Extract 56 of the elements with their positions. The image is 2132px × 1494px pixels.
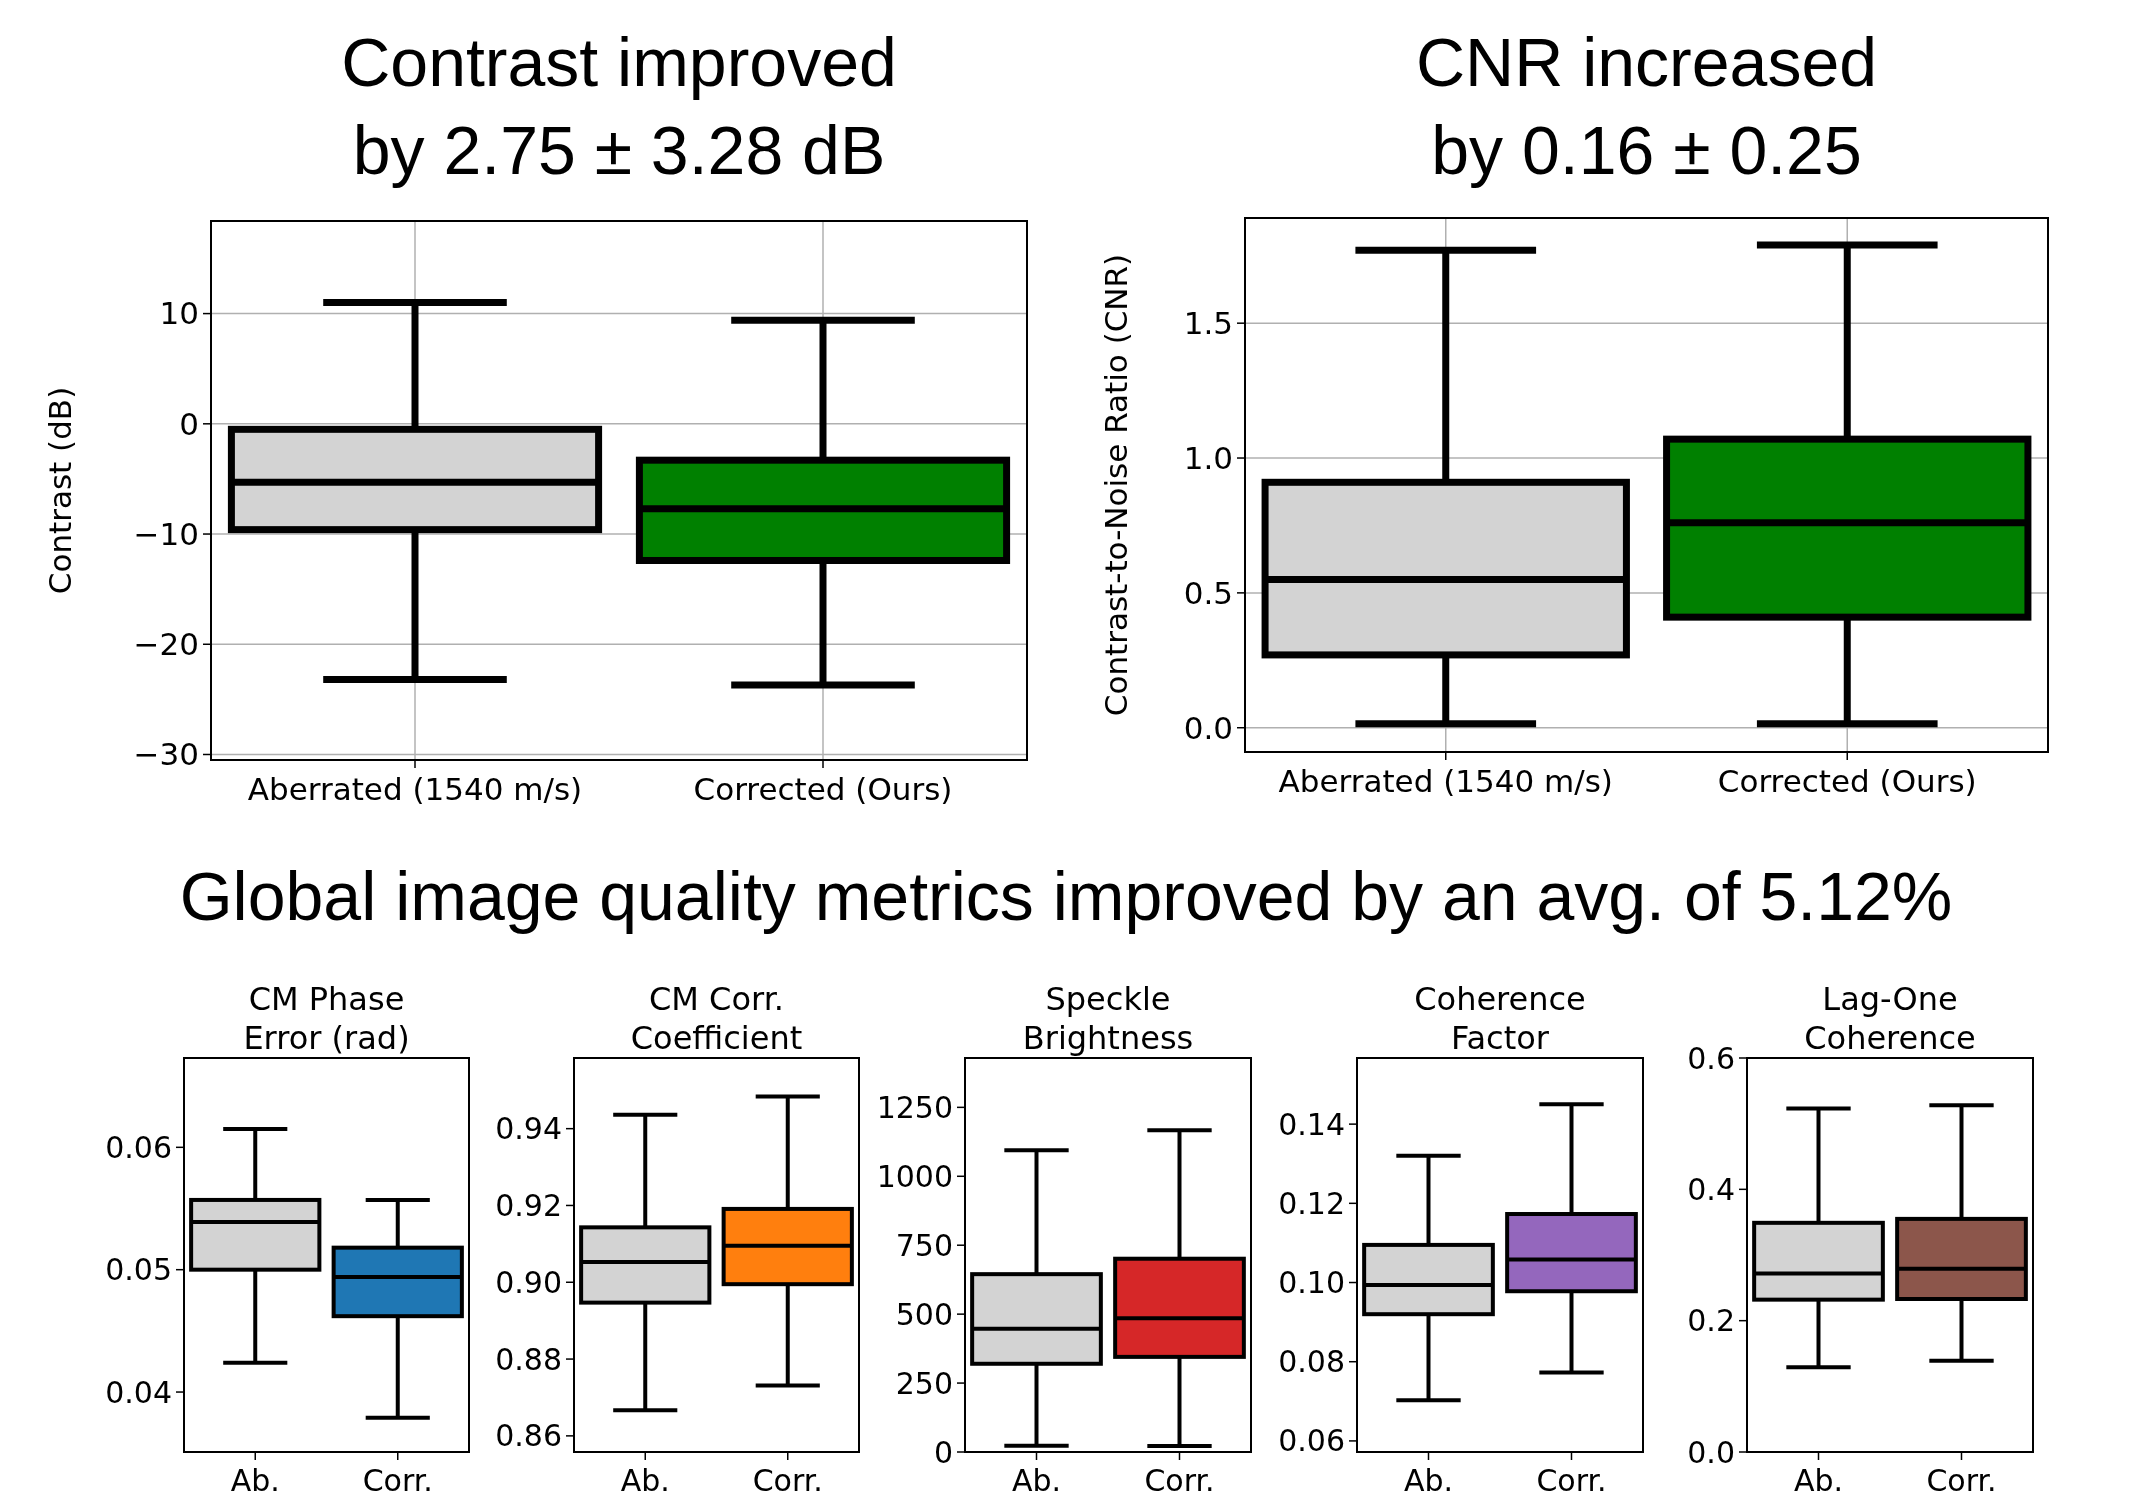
chart-title: Coherence Factor <box>1414 980 1586 1057</box>
y-tick-label: 1.5 <box>1183 305 1233 342</box>
y-tick-label: 0 <box>933 1434 953 1470</box>
y-tick-label: 0.92 <box>495 1187 562 1223</box>
y-tick-label: 1000 <box>876 1158 953 1194</box>
x-tick-label: Corr. <box>1926 1463 1997 1494</box>
x-tick-label: Corr. <box>362 1463 433 1494</box>
x-tick-label: Corr. <box>1536 1463 1607 1494</box>
y-tick-label: 0.5 <box>1183 574 1233 611</box>
y-axis-title: Contrast (dB) <box>42 386 78 595</box>
x-tick-label: Ab. <box>230 1463 280 1494</box>
y-tick-label: 750 <box>895 1227 953 1263</box>
y-tick-label: 0.94 <box>495 1111 562 1147</box>
chart-title: Speckle Brightness <box>1022 980 1194 1057</box>
x-tick-label: Ab. <box>1011 1463 1062 1494</box>
x-tick-label: Corr. <box>1144 1463 1215 1494</box>
text: Global image quality metrics improved by an avg. of 5.12% <box>179 858 1953 934</box>
x-tick-label: Ab. <box>620 1463 670 1494</box>
y-tick-label: −30 <box>133 736 199 773</box>
y-tick-label: −10 <box>133 515 199 552</box>
chart-title: CM Corr. Coefficient <box>630 980 803 1057</box>
y-tick-label: 0.88 <box>495 1341 562 1377</box>
y-tick-label: 0.14 <box>1278 1106 1345 1142</box>
y-tick-label: 0.10 <box>1278 1265 1345 1301</box>
y-tick-label: 1.0 <box>1183 439 1233 476</box>
y-tick-label: −20 <box>133 626 199 663</box>
y-tick-label: 0.06 <box>105 1129 172 1165</box>
y-tick-label: 0.4 <box>1687 1171 1735 1207</box>
x-tick-label: Corrected (Ours) <box>693 770 953 807</box>
chart-title: Lag-One Coherence <box>1804 980 1976 1057</box>
y-tick-label: 500 <box>895 1296 953 1332</box>
y-tick-label: 0.86 <box>495 1418 562 1454</box>
x-tick-label: Aberrated (1540 m/s) <box>247 770 583 807</box>
y-tick-label: 0 <box>179 405 199 442</box>
y-tick-label: 0.2 <box>1687 1303 1735 1339</box>
y-tick-label: 0.04 <box>105 1374 172 1410</box>
y-tick-label: 250 <box>895 1365 953 1401</box>
y-tick-label: 0.08 <box>1278 1344 1345 1380</box>
y-tick-label: 10 <box>159 295 199 332</box>
chart-title: Contrast improved by 2.75 ± 3.28 dB <box>341 24 897 188</box>
chart-title: CM Phase Error (rad) <box>243 980 410 1057</box>
x-tick-label: Corr. <box>752 1463 823 1494</box>
y-tick-label: 0.05 <box>105 1252 172 1288</box>
x-tick-label: Ab. <box>1403 1463 1454 1494</box>
y-tick-label: 1250 <box>876 1089 953 1125</box>
y-tick-label: 0.90 <box>495 1264 562 1300</box>
y-tick-label: 0.0 <box>1687 1434 1735 1470</box>
x-tick-label: Aberrated (1540 m/s) <box>1278 762 1613 799</box>
y-tick-label: 0.0 <box>1183 709 1233 746</box>
chart-title: CNR increased by 0.16 ± 0.25 <box>1415 24 1878 188</box>
y-tick-label: 0.12 <box>1278 1185 1345 1221</box>
y-tick-label: 0.06 <box>1278 1423 1345 1459</box>
y-axis-title: Contrast-to-Noise Ratio (CNR) <box>1098 253 1134 717</box>
y-tick-label: 0.6 <box>1687 1040 1735 1076</box>
x-tick-label: Corrected (Ours) <box>1717 762 1977 799</box>
x-tick-label: Ab. <box>1793 1463 1844 1494</box>
